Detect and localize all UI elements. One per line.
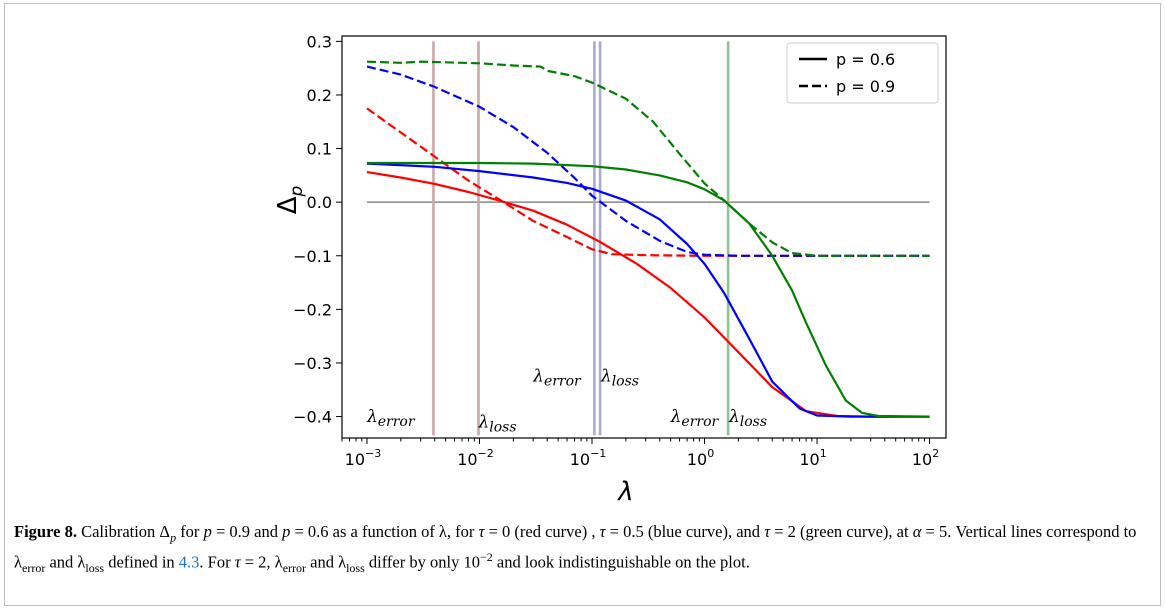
series-line-3 (366, 65, 930, 257)
figure-frame (4, 3, 1161, 606)
lambda-loss-label: λloss (728, 407, 767, 430)
caption-segment: τ (764, 522, 771, 541)
x-axis-ticks: 10−3 10−2 10−1 100 101 102 (341, 438, 939, 469)
caption-segment: = 2, λ (240, 552, 283, 572)
caption-segment: loss (85, 561, 105, 576)
x-tick-label: 102 (912, 447, 939, 469)
x-axis-label: λ (616, 477, 633, 507)
series-line-0 (366, 171, 930, 418)
legend-label-p06: p = 0.6 (836, 50, 895, 69)
lambda-error-label: λerror (532, 367, 582, 390)
x-tick-label: 101 (799, 447, 826, 469)
series-line-5 (366, 60, 930, 257)
caption-segment: loss (346, 561, 365, 576)
lambda-error-label: λerror (670, 407, 720, 430)
y-tick-label: −0.1 (293, 247, 332, 266)
caption-segment: error (22, 561, 46, 576)
caption-segment: error (282, 561, 307, 576)
caption-segment: and look indistinguishable on the plot. (492, 552, 750, 572)
caption-segment: p (282, 522, 291, 541)
caption-segment: = 0.5 (blue curve), and (605, 522, 765, 541)
series-line-4 (367, 161, 930, 418)
lambda-annotations: λerror λloss λerror λloss λerror λloss (366, 367, 767, 436)
x-tick-label: 100 (687, 447, 714, 469)
caption-segment: τ (234, 552, 241, 572)
series-line-2 (366, 162, 930, 418)
caption-segment: defined in (104, 552, 179, 572)
caption-segment: Calibration Δ (76, 522, 171, 541)
caption-segment: = 2 (green curve), at (770, 522, 913, 541)
y-tick-label: 0.3 (307, 32, 332, 51)
caption-segment: −2 (479, 550, 493, 565)
y-tick-label: 0.2 (307, 86, 332, 105)
caption-segment: = 5. Vertical lines correspond to λ (14, 522, 1137, 572)
y-tick-label: −0.3 (293, 354, 332, 373)
plot-frame (341, 35, 947, 439)
data-series (366, 60, 930, 418)
caption-segment: differ by only 10 (364, 552, 480, 572)
caption-segment[interactable]: 4.3 (178, 552, 200, 572)
x-tick-label: 10−2 (457, 447, 494, 469)
y-axis-label: Δp (273, 186, 307, 215)
legend: p = 0.6 p = 0.9 (786, 42, 939, 104)
y-tick-label: 0.0 (307, 193, 332, 212)
y-axis-ticks: 0.3 0.2 0.1 0.0 −0.1 −0.2 −0.3 −0.4 (293, 32, 342, 427)
y-tick-label: −0.4 (293, 408, 332, 427)
caption-segment: = 0.9 and (211, 522, 283, 541)
caption-segment: = 0.6 as a function of λ, for (290, 522, 479, 541)
caption-segment: α (912, 522, 922, 541)
caption-segment: = 0 (red curve) , (484, 522, 600, 541)
y-tick-label: −0.2 (293, 300, 332, 319)
figure-caption: Figure 8. Calibration Δp for p = 0.9 and… (14, 522, 1144, 578)
caption-segment: . For (199, 552, 235, 572)
legend-label-p09: p = 0.9 (836, 77, 895, 96)
caption-segment: p (170, 530, 177, 545)
y-tick-label: 0.1 (307, 140, 332, 159)
lambda-loss-label: λloss (600, 367, 639, 390)
x-tick-label: 10−1 (570, 447, 607, 469)
caption-segment: p (203, 522, 212, 541)
caption-segment: for (176, 522, 204, 541)
caption-segment: and λ (306, 552, 347, 572)
lambda-error-label: λerror (366, 407, 416, 430)
x-tick-label: 10−3 (345, 447, 382, 469)
caption-segment: τ (478, 522, 485, 541)
figure-label: Figure 8. (14, 522, 77, 541)
calibration-chart: 10−3 10−2 10−1 100 101 102 0.3 0.2 0.1 0.0 −0.1 −0… (273, 32, 947, 507)
caption-segment: τ (599, 522, 606, 541)
lambda-loss-label: λloss (477, 412, 516, 435)
caption-segment: and λ (45, 552, 86, 572)
